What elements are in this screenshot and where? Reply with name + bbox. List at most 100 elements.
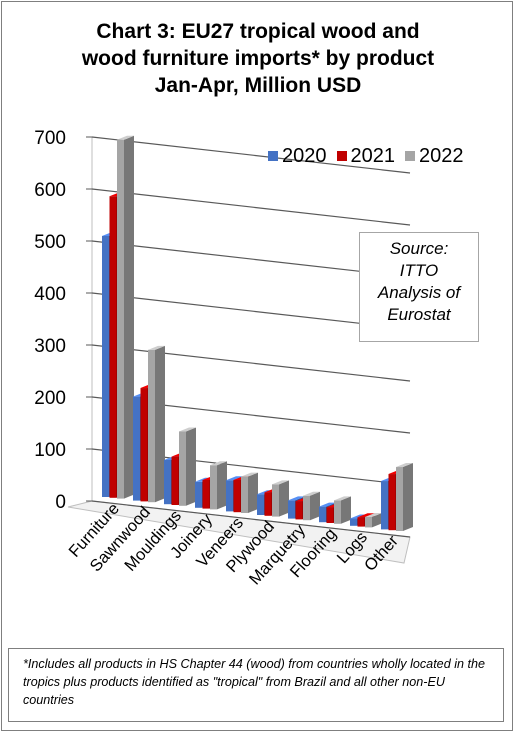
y-tick-label: 600 — [34, 180, 66, 201]
bar-top — [148, 345, 165, 350]
bar-top — [357, 513, 375, 518]
bar-top — [303, 491, 320, 496]
bar-front — [102, 235, 109, 497]
bar-front — [241, 476, 248, 513]
legend-label: 2021 — [350, 144, 396, 167]
legend-item: 2021 — [336, 144, 396, 168]
chart-bars — [102, 135, 413, 531]
y-axis-ticks: 0 100 200 300 400 500 600 700 — [34, 128, 66, 513]
bar-side — [372, 513, 382, 528]
gridline — [91, 240, 411, 278]
y-tick-label: 0 — [55, 492, 66, 513]
bar-front — [233, 479, 241, 513]
chart-title-line-2: wood furniture imports* by product — [81, 47, 435, 70]
bar-front — [257, 494, 264, 515]
bar-2022-plywood — [272, 480, 289, 517]
bar-front — [164, 460, 171, 505]
bar-2022-mouldings — [179, 427, 196, 506]
y-tick-label: 300 — [34, 336, 66, 357]
bar-front — [179, 431, 186, 506]
x-axis-ticks: FurnitureSawnwoodMouldingsJoineryVeneers… — [65, 500, 402, 589]
bar-2022-sawnwood — [148, 345, 165, 503]
bar-top — [288, 496, 305, 501]
legend-item: 2020 — [268, 145, 327, 168]
bar-front — [303, 495, 310, 521]
bar-front — [388, 474, 396, 531]
gridline — [91, 500, 411, 538]
bar-front — [381, 481, 388, 530]
bar-2022-marquetry — [303, 491, 320, 521]
bar-top — [272, 480, 289, 485]
y-tick-label: 700 — [34, 128, 66, 149]
bar-top — [210, 461, 227, 466]
bar-top — [319, 502, 336, 507]
gridline — [91, 292, 411, 330]
legend-swatch — [405, 151, 415, 161]
bar-front — [226, 480, 233, 512]
legend-item: 2022 — [405, 145, 464, 168]
y-tick-label: 500 — [34, 232, 66, 253]
bar-front — [350, 518, 357, 526]
bar-top — [117, 135, 134, 140]
bar-side — [310, 491, 320, 521]
chart-title-line-3: Jan-Apr, Million USD — [154, 74, 362, 97]
source-note: Source: ITTO Analysis of Eurostat — [359, 232, 479, 342]
bar-front — [210, 465, 217, 510]
bar-top — [241, 472, 258, 477]
y-tick-label: 200 — [34, 388, 66, 409]
legend-label: 2020 — [282, 144, 327, 167]
bar-side — [341, 496, 351, 524]
source-line-1: Source: — [389, 239, 449, 258]
source-line-2: ITTO — [399, 261, 439, 280]
gridline — [91, 344, 411, 382]
bar-front — [148, 349, 155, 503]
legend-swatch — [268, 151, 278, 161]
bar-side — [403, 463, 413, 531]
gridline — [91, 136, 411, 174]
y-tick-label: 100 — [34, 440, 66, 461]
bar-front — [264, 492, 272, 516]
bar-2022-logs — [365, 513, 382, 528]
bar-2022-other — [396, 463, 413, 531]
bar-front — [140, 388, 148, 502]
source-line-3: Analysis of — [377, 283, 461, 302]
bar-2022-joinery — [210, 461, 227, 510]
bar-side — [248, 472, 258, 513]
bar-front — [272, 484, 279, 517]
bar-side — [186, 427, 196, 506]
bar-front — [295, 501, 303, 520]
legend-label: 2022 — [419, 144, 464, 167]
y-tick-label: 400 — [34, 284, 66, 305]
chart-legend: 2020 2021 2022 — [268, 144, 474, 168]
footnote: *Includes all products in HS Chapter 44 … — [8, 648, 504, 722]
bar-front — [202, 480, 210, 509]
bar-top — [365, 513, 382, 517]
chart-title: Chart 3: EU27 tropical wood and wood fur… — [0, 18, 516, 99]
bar-front — [288, 500, 295, 519]
bar-front — [133, 396, 140, 501]
bar-front — [319, 506, 326, 523]
bar-front — [195, 481, 202, 508]
bar-side — [217, 461, 227, 510]
legend-swatch — [336, 151, 347, 161]
bar-2022-furniture — [117, 135, 134, 499]
bar-top — [179, 427, 196, 432]
bar-top — [396, 463, 413, 468]
bar-2022-flooring — [334, 496, 351, 524]
bar-front — [109, 196, 117, 498]
bar-top — [334, 496, 351, 501]
bar-front — [171, 456, 179, 505]
bar-front — [326, 507, 334, 523]
bar-front — [357, 517, 365, 527]
bar-2022-veneers — [241, 472, 258, 513]
gridline — [91, 188, 411, 226]
bar-side — [124, 135, 134, 499]
chart-title-line-1: Chart 3: EU27 tropical wood and — [96, 20, 420, 43]
bar-front — [365, 517, 372, 528]
source-line-4: Eurostat — [387, 305, 451, 324]
bar-front — [396, 467, 403, 531]
bar-top — [226, 476, 243, 481]
bar-side — [279, 480, 289, 517]
